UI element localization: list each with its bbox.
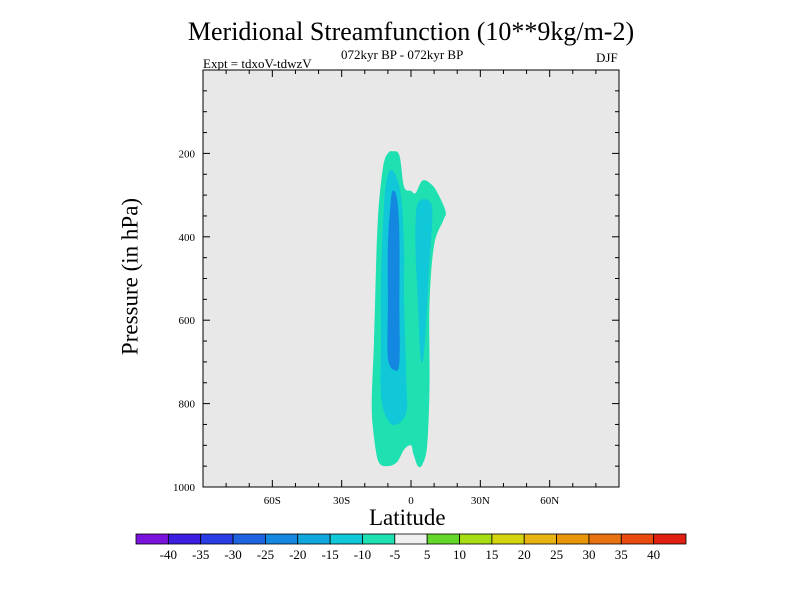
- colorbar-label: -30: [224, 547, 241, 562]
- chart-title: Meridional Streamfunction (10**9kg/m-2): [187, 17, 635, 46]
- y-tick-label: 200: [179, 148, 196, 160]
- colorbar-label: 35: [615, 547, 628, 562]
- x-tick-label: 0: [408, 495, 414, 507]
- colorbar-label: -35: [192, 547, 209, 562]
- x-tick-label: 60N: [540, 495, 559, 507]
- colorbar-label: -5: [389, 547, 400, 562]
- axis-ticks: 60S 30S 0 30N 60N 200 400 600 800 1000: [173, 70, 619, 507]
- colorbar-label: 5: [424, 547, 431, 562]
- colorbar-label: 40: [647, 547, 660, 562]
- colorbar-box-16: [653, 533, 687, 545]
- colorbar-box-6: [329, 533, 363, 545]
- colorbar-box-11: [491, 533, 525, 545]
- x-tick-label: 30S: [333, 495, 350, 507]
- x-tick-label: 60S: [264, 495, 281, 507]
- colorbar-box-7: [362, 533, 396, 545]
- x-axis-label: Latitude: [369, 505, 446, 530]
- colorbar-box-1: [167, 533, 202, 545]
- colorbar-label: 20: [518, 547, 531, 562]
- y-tick-label: 800: [179, 399, 196, 411]
- colorbar-label: -10: [354, 547, 371, 562]
- contour-region-2: [415, 199, 433, 363]
- colorbar-box-4: [265, 533, 299, 545]
- contour-region-3: [387, 190, 400, 371]
- y-tick-label: 1000: [173, 482, 196, 494]
- colorbar-label: -40: [160, 547, 177, 562]
- colorbar-box-8: [394, 533, 428, 545]
- colorbar: -40 -35 -30 -25 -20 -15 -10 -5 5 10 15 20 25 30 35 40: [135, 533, 687, 562]
- y-tick-label: 400: [179, 232, 196, 244]
- colorbar-box-15: [620, 533, 655, 545]
- colorbar-box-12: [523, 533, 557, 545]
- colorbar-label: 25: [550, 547, 563, 562]
- y-axis-label: Pressure (in hPa): [117, 197, 143, 356]
- colorbar-box-3: [232, 533, 266, 545]
- colorbar-label: -15: [321, 547, 338, 562]
- colorbar-label: 15: [485, 547, 498, 562]
- colorbar-box-13: [556, 533, 590, 545]
- colorbar-label: -20: [289, 547, 306, 562]
- colorbar-box-10: [459, 533, 493, 545]
- colorbar-label: 10: [453, 547, 466, 562]
- contour-fill-layer: [371, 151, 446, 468]
- colorbar-box-5: [297, 533, 331, 545]
- x-tick-label: 30N: [471, 495, 490, 507]
- colorbar-box-0: [135, 533, 169, 545]
- colorbar-box-9: [426, 533, 460, 545]
- y-tick-label: 600: [179, 315, 196, 327]
- colorbar-box-2: [200, 533, 234, 545]
- colorbar-label: -25: [257, 547, 274, 562]
- colorbar-label: 30: [582, 547, 595, 562]
- season-label: DJF: [596, 50, 618, 65]
- experiment-label: Expt = tdxoV-tdwzV: [203, 56, 312, 71]
- colorbar-box-14: [588, 533, 622, 545]
- chart-subtitle: 072kyr BP - 072kyr BP: [341, 47, 464, 62]
